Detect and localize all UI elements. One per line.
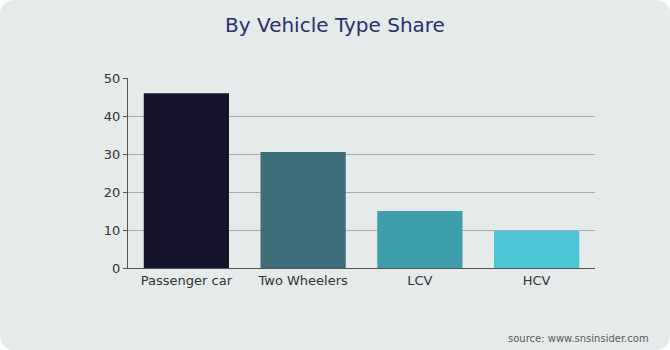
svg-text:HCV: HCV: [523, 273, 551, 288]
svg-text:Two Wheelers: Two Wheelers: [257, 273, 348, 288]
svg-text:30: 30: [104, 147, 121, 162]
svg-text:source: www.snsinsider.com: source: www.snsinsider.com: [508, 333, 649, 344]
svg-text:Passenger car: Passenger car: [141, 273, 233, 288]
svg-text:0: 0: [112, 261, 120, 276]
svg-text:40: 40: [104, 109, 121, 124]
svg-text:20: 20: [104, 185, 121, 200]
svg-text:By Vehicle Type Share: By Vehicle Type Share: [225, 13, 445, 37]
svg-text:10: 10: [104, 223, 121, 238]
svg-text:LCV: LCV: [407, 273, 432, 288]
svg-text:50: 50: [104, 71, 121, 86]
